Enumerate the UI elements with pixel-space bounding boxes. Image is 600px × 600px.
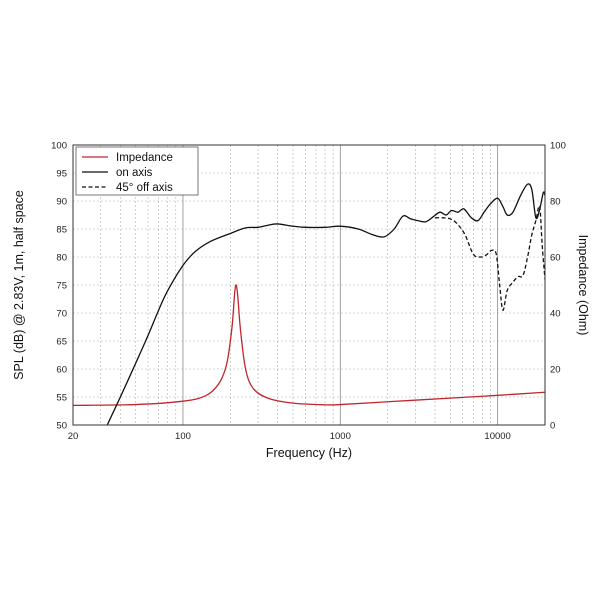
left-y-tick-label: 70 (56, 309, 67, 320)
left-y-axis-label: SPL (dB) @ 2.83V, 1m, half space (12, 190, 26, 380)
right-y-tick-label: 100 (550, 141, 566, 152)
left-y-tick-label: 50 (56, 421, 67, 432)
series-layer (73, 183, 545, 425)
x-tick-label: 20 (68, 431, 79, 442)
right-y-tick-label: 20 (550, 365, 561, 376)
right-y-axis-label: Impedance (Ohm) (576, 235, 590, 336)
left-y-tick-label: 85 (56, 225, 67, 236)
series-on-axis (106, 183, 545, 425)
right-y-tick-label: 60 (550, 253, 561, 264)
left-y-tick-label: 55 (56, 393, 67, 404)
right-y-tick-label: 0 (550, 421, 555, 432)
right-y-tick-label: 80 (550, 197, 561, 208)
left-y-tick-label: 90 (56, 197, 67, 208)
series-off-axis (435, 205, 545, 311)
legend-label-on-axis: on axis (116, 167, 153, 179)
x-tick-label: 1000 (330, 431, 351, 442)
left-y-tick-label: 75 (56, 281, 67, 292)
right-y-tick-label: 40 (550, 309, 561, 320)
legend: Impedance on axis 45° off axis (75, 146, 199, 196)
tick-labels: 20 100 1000 1000050556065707580859095100020… (51, 141, 566, 443)
legend-label-off-axis: 45° off axis (116, 182, 173, 194)
series-impedance (73, 284, 545, 407)
left-y-tick-label: 65 (56, 337, 67, 348)
x-tick-label: 10000 (484, 431, 510, 442)
left-y-tick-label: 60 (56, 365, 67, 376)
left-y-tick-label: 95 (56, 169, 67, 180)
x-tick-label: 100 (175, 431, 191, 442)
left-y-tick-label: 80 (56, 253, 67, 264)
grid-layer (72, 144, 546, 426)
legend-label-impedance: Impedance (116, 152, 173, 164)
x-axis-label: Frequency (Hz) (266, 446, 352, 460)
left-y-tick-label: 100 (51, 141, 67, 152)
plot-frame (72, 144, 546, 426)
